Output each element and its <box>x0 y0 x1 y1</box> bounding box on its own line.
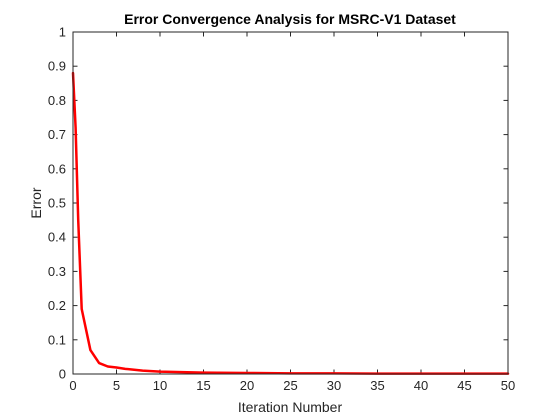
x-tick-label: 50 <box>501 378 515 393</box>
x-tick-label: 10 <box>153 378 167 393</box>
y-tick-label: 0.1 <box>48 332 66 347</box>
x-tick-label: 5 <box>113 378 120 393</box>
y-tick-label: 0.8 <box>48 93 66 108</box>
axes-box <box>72 31 509 375</box>
x-tick-label: 20 <box>240 378 254 393</box>
x-tick-label: 45 <box>457 378 471 393</box>
y-tick-label: 0.3 <box>48 264 66 279</box>
y-tick-label: 0.5 <box>48 196 66 211</box>
x-tick-label: 40 <box>414 378 428 393</box>
x-tick-label: 0 <box>69 378 76 393</box>
y-tick-label: 0.2 <box>48 298 66 313</box>
y-tick-label: 0 <box>59 367 66 382</box>
y-tick-label: 0.4 <box>48 230 66 245</box>
x-axis-label: Iteration Number <box>238 399 343 415</box>
x-tick-label: 15 <box>196 378 210 393</box>
y-tick-label: 0.9 <box>48 59 66 74</box>
y-axis-label: Error <box>28 187 44 218</box>
x-tick-label: 30 <box>327 378 341 393</box>
y-tick-label: 1 <box>59 25 66 40</box>
plot-area <box>73 32 508 374</box>
chart-title: Error Convergence Analysis for MSRC-V1 D… <box>124 11 456 27</box>
y-tick-label: 0.7 <box>48 127 66 142</box>
x-tick-label: 25 <box>283 378 297 393</box>
x-axis-ticks: 0 5 10 15 20 25 30 35 40 45 50 <box>69 32 515 393</box>
y-axis-ticks: 0 0.1 0.2 0.3 0.4 0.5 0.6 0.7 0.8 0.9 1 <box>48 25 508 382</box>
x-tick-label: 35 <box>370 378 384 393</box>
y-tick-label: 0.6 <box>48 161 66 176</box>
